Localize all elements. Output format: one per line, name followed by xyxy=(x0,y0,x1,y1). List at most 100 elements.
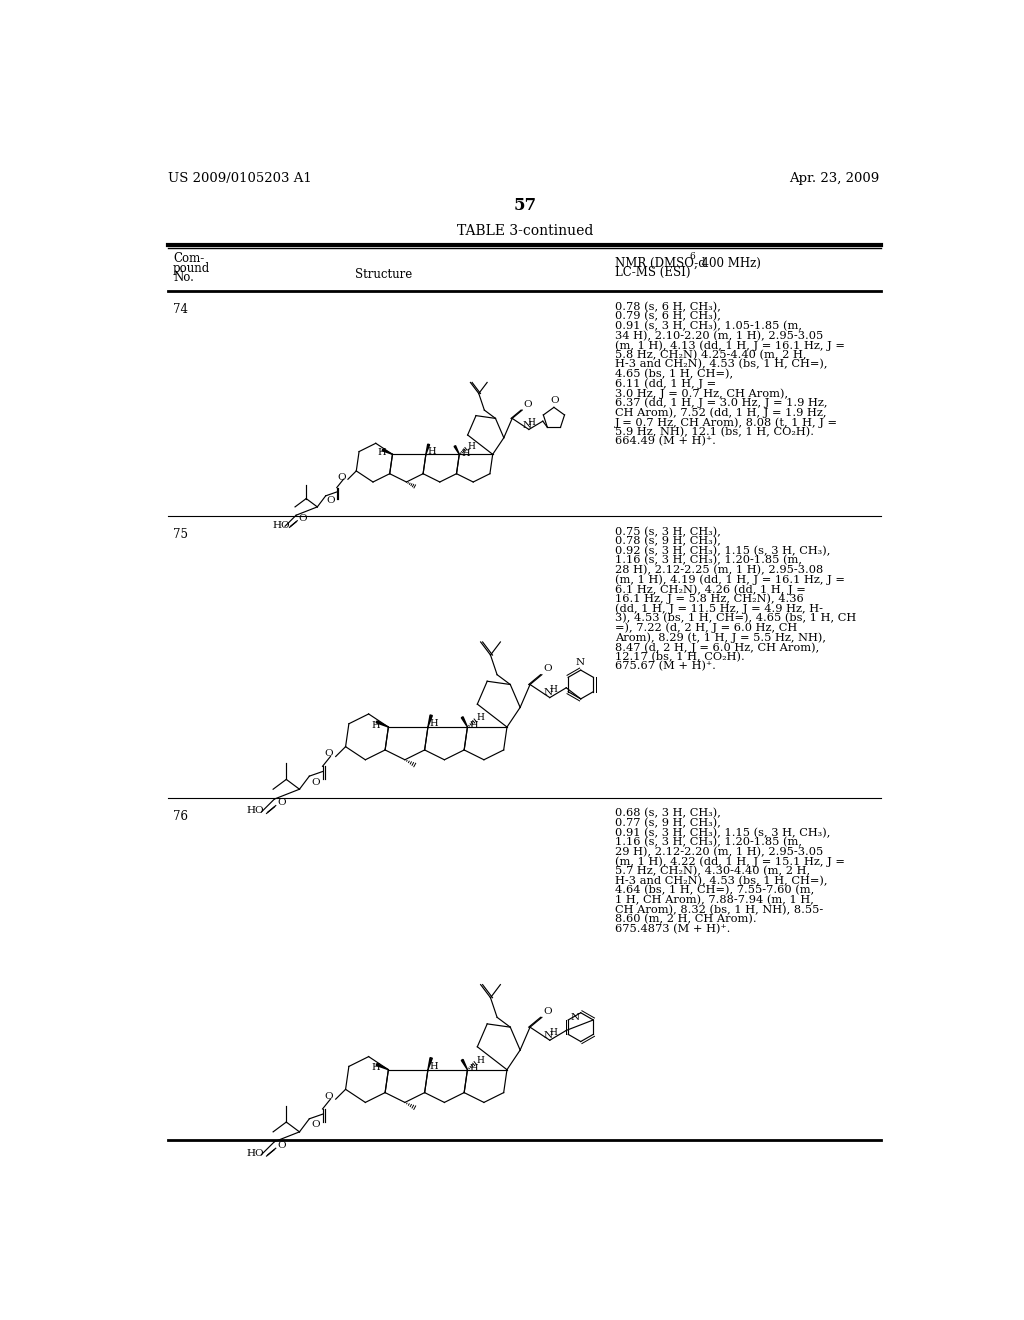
Text: 6.37 (dd, 1 H, J = 3.0 Hz, J = 1.9 Hz,: 6.37 (dd, 1 H, J = 3.0 Hz, J = 1.9 Hz, xyxy=(614,397,827,408)
Text: 75: 75 xyxy=(173,528,188,541)
Text: No.: No. xyxy=(173,271,194,284)
Text: H: H xyxy=(372,721,381,730)
Text: O: O xyxy=(278,799,286,808)
Text: , 400 MHz): , 400 MHz) xyxy=(693,257,761,271)
Text: 12.17 (bs, 1 H, CO₂H).: 12.17 (bs, 1 H, CO₂H). xyxy=(614,652,744,661)
Text: 1.16 (s, 3 H, CH₃), 1.20-1.85 (m,: 1.16 (s, 3 H, CH₃), 1.20-1.85 (m, xyxy=(614,837,802,847)
Text: Apr. 23, 2009: Apr. 23, 2009 xyxy=(790,173,880,185)
Text: H: H xyxy=(372,1063,381,1072)
Text: 5.7 Hz, CH₂N), 4.30-4.40 (m, 2 H,: 5.7 Hz, CH₂N), 4.30-4.40 (m, 2 H, xyxy=(614,866,810,876)
Polygon shape xyxy=(428,1057,432,1069)
Text: CH Arom), 8.32 (bs, 1 H, NH), 8.55-: CH Arom), 8.32 (bs, 1 H, NH), 8.55- xyxy=(614,904,823,915)
Text: HO: HO xyxy=(247,1148,264,1158)
Text: O: O xyxy=(551,396,559,405)
Text: N: N xyxy=(522,421,531,429)
Text: US 2009/0105203 A1: US 2009/0105203 A1 xyxy=(168,173,312,185)
Text: N: N xyxy=(575,657,585,667)
Text: 8.47 (d, 2 H, J = 6.0 Hz, CH Arom),: 8.47 (d, 2 H, J = 6.0 Hz, CH Arom), xyxy=(614,642,819,652)
Text: NMR (DMSO-d: NMR (DMSO-d xyxy=(614,257,706,271)
Text: N: N xyxy=(544,1031,552,1040)
Text: H: H xyxy=(549,685,557,694)
Text: =), 7.22 (d, 2 H, J = 6.0 Hz, CH: =), 7.22 (d, 2 H, J = 6.0 Hz, CH xyxy=(614,623,797,634)
Text: 5.9 Hz, NH), 12.1 (bs, 1 H, CO₂H).: 5.9 Hz, NH), 12.1 (bs, 1 H, CO₂H). xyxy=(614,426,814,437)
Text: O: O xyxy=(311,1121,319,1129)
Text: 675.67 (M + H)⁺.: 675.67 (M + H)⁺. xyxy=(614,661,716,672)
Text: O: O xyxy=(278,1140,286,1150)
Text: 0.68 (s, 3 H, CH₃),: 0.68 (s, 3 H, CH₃), xyxy=(614,808,721,818)
Text: 6.1 Hz, CH₂N), 4.26 (dd, 1 H, J =: 6.1 Hz, CH₂N), 4.26 (dd, 1 H, J = xyxy=(614,585,806,595)
Text: 6.11 (dd, 1 H, J =: 6.11 (dd, 1 H, J = xyxy=(614,379,716,389)
Text: N: N xyxy=(570,1014,580,1023)
Text: 4.64 (bs, 1 H, CH=), 7.55-7.60 (m,: 4.64 (bs, 1 H, CH=), 7.55-7.60 (m, xyxy=(614,886,814,896)
Text: H: H xyxy=(430,1061,438,1071)
Text: 0.77 (s, 9 H, CH₃),: 0.77 (s, 9 H, CH₃), xyxy=(614,818,721,828)
Text: 4.65 (bs, 1 H, CH=),: 4.65 (bs, 1 H, CH=), xyxy=(614,370,733,379)
Text: CH Arom), 7.52 (dd, 1 H, J = 1.9 Hz,: CH Arom), 7.52 (dd, 1 H, J = 1.9 Hz, xyxy=(614,408,826,418)
Text: HO: HO xyxy=(247,807,264,816)
Text: H: H xyxy=(461,449,470,458)
Text: O: O xyxy=(311,777,319,787)
Text: 0.91 (s, 3 H, CH₃), 1.05-1.85 (m,: 0.91 (s, 3 H, CH₃), 1.05-1.85 (m, xyxy=(614,321,802,331)
Polygon shape xyxy=(461,717,467,727)
Text: 16.1 Hz, J = 5.8 Hz, CH₂N), 4.36: 16.1 Hz, J = 5.8 Hz, CH₂N), 4.36 xyxy=(614,594,804,605)
Text: 0.75 (s, 3 H, CH₃),: 0.75 (s, 3 H, CH₃), xyxy=(614,527,721,537)
Text: H: H xyxy=(549,1028,557,1038)
Polygon shape xyxy=(376,721,388,727)
Text: O: O xyxy=(543,664,552,673)
Text: H: H xyxy=(477,713,484,722)
Text: 3.0 Hz, J = 0.7 Hz, CH Arom),: 3.0 Hz, J = 0.7 Hz, CH Arom), xyxy=(614,388,787,399)
Text: 28 H), 2.12-2.25 (m, 1 H), 2.95-3.08: 28 H), 2.12-2.25 (m, 1 H), 2.95-3.08 xyxy=(614,565,823,576)
Text: 1 H, CH Arom), 7.88-7.94 (m, 1 H,: 1 H, CH Arom), 7.88-7.94 (m, 1 H, xyxy=(614,895,814,906)
Text: O: O xyxy=(326,496,335,506)
Text: H: H xyxy=(430,719,438,729)
Text: 0.92 (s, 3 H, CH₃), 1.15 (s, 3 H, CH₃),: 0.92 (s, 3 H, CH₃), 1.15 (s, 3 H, CH₃), xyxy=(614,545,830,556)
Text: Arom), 8.29 (t, 1 H, J = 5.5 Hz, NH),: Arom), 8.29 (t, 1 H, J = 5.5 Hz, NH), xyxy=(614,632,825,643)
Text: 0.78 (s, 9 H, CH₃),: 0.78 (s, 9 H, CH₃), xyxy=(614,536,721,546)
Polygon shape xyxy=(454,446,460,454)
Text: O: O xyxy=(325,1092,333,1101)
Text: 0.91 (s, 3 H, CH₃), 1.15 (s, 3 H, CH₃),: 0.91 (s, 3 H, CH₃), 1.15 (s, 3 H, CH₃), xyxy=(614,828,830,838)
Polygon shape xyxy=(428,715,432,727)
Text: O: O xyxy=(523,400,531,409)
Text: pound: pound xyxy=(173,261,210,275)
Polygon shape xyxy=(426,444,430,454)
Text: 8.60 (m, 2 H, CH Arom).: 8.60 (m, 2 H, CH Arom). xyxy=(614,915,757,924)
Text: 0.79 (s, 6 H, CH₃),: 0.79 (s, 6 H, CH₃), xyxy=(614,312,721,322)
Text: 6: 6 xyxy=(689,252,695,261)
Text: H: H xyxy=(469,721,478,730)
Text: 74: 74 xyxy=(173,304,188,317)
Text: 3), 4.53 (bs, 1 H, CH=), 4.65 (bs, 1 H, CH: 3), 4.53 (bs, 1 H, CH=), 4.65 (bs, 1 H, … xyxy=(614,612,856,623)
Text: H: H xyxy=(469,1064,478,1073)
Text: (m, 1 H), 4.22 (dd, 1 H, J = 15.1 Hz, J =: (m, 1 H), 4.22 (dd, 1 H, J = 15.1 Hz, J … xyxy=(614,857,845,867)
Text: H: H xyxy=(527,418,536,428)
Text: H: H xyxy=(377,449,386,457)
Text: 29 H), 2.12-2.20 (m, 1 H), 2.95-3.05: 29 H), 2.12-2.20 (m, 1 H), 2.95-3.05 xyxy=(614,847,823,857)
Text: Com-: Com- xyxy=(173,252,204,265)
Text: TABLE 3-continued: TABLE 3-continued xyxy=(457,224,593,238)
Polygon shape xyxy=(376,1064,388,1069)
Text: 57: 57 xyxy=(513,197,537,214)
Text: O: O xyxy=(298,513,307,523)
Text: (m, 1 H), 4.13 (dd, 1 H, J = 16.1 Hz, J =: (m, 1 H), 4.13 (dd, 1 H, J = 16.1 Hz, J … xyxy=(614,341,845,351)
Text: N: N xyxy=(544,688,552,697)
Text: LC-MS (ESI): LC-MS (ESI) xyxy=(614,267,690,280)
Text: H: H xyxy=(428,447,436,457)
Polygon shape xyxy=(461,1060,467,1069)
Text: Structure: Structure xyxy=(355,268,413,281)
Text: J = 0.7 Hz, CH Arom), 8.08 (t, 1 H, J =: J = 0.7 Hz, CH Arom), 8.08 (t, 1 H, J = xyxy=(614,417,838,428)
Text: 0.78 (s, 6 H, CH₃),: 0.78 (s, 6 H, CH₃), xyxy=(614,302,721,312)
Text: O: O xyxy=(337,473,346,482)
Text: (dd, 1 H, J = 11.5 Hz, J = 4.9 Hz, H-: (dd, 1 H, J = 11.5 Hz, J = 4.9 Hz, H- xyxy=(614,603,822,614)
Text: H: H xyxy=(467,442,475,451)
Text: HO: HO xyxy=(272,520,291,529)
Text: O: O xyxy=(325,750,333,759)
Text: 1.16 (s, 3 H, CH₃), 1.20-1.85 (m,: 1.16 (s, 3 H, CH₃), 1.20-1.85 (m, xyxy=(614,556,802,566)
Text: 34 H), 2.10-2.20 (m, 1 H), 2.95-3.05: 34 H), 2.10-2.20 (m, 1 H), 2.95-3.05 xyxy=(614,330,823,341)
Text: 5.8 Hz, CH₂N) 4.25-4.40 (m, 2 H,: 5.8 Hz, CH₂N) 4.25-4.40 (m, 2 H, xyxy=(614,350,806,360)
Text: (m, 1 H), 4.19 (dd, 1 H, J = 16.1 Hz, J =: (m, 1 H), 4.19 (dd, 1 H, J = 16.1 Hz, J … xyxy=(614,574,845,585)
Text: H-3 and CH₂N), 4.53 (bs, 1 H, CH=),: H-3 and CH₂N), 4.53 (bs, 1 H, CH=), xyxy=(614,875,827,886)
Text: H: H xyxy=(477,1056,484,1065)
Text: 664.49 (M + H)⁺.: 664.49 (M + H)⁺. xyxy=(614,437,716,446)
Text: 76: 76 xyxy=(173,810,188,822)
Text: H-3 and CH₂N), 4.53 (bs, 1 H, CH=),: H-3 and CH₂N), 4.53 (bs, 1 H, CH=), xyxy=(614,359,827,370)
